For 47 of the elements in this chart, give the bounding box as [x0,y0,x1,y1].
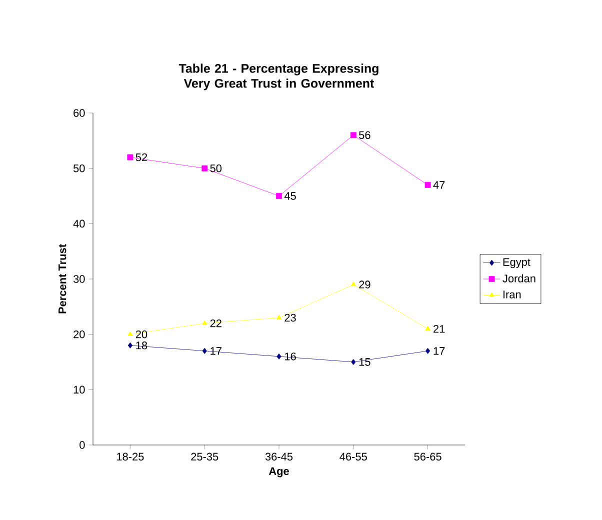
x-tick-label: 25-35 [191,452,218,461]
point [202,165,208,172]
x-tick-label: 18-25 [117,452,144,461]
point [202,320,208,325]
chart-title: Table 21 - Percentage Expressing Very Great Trust in Government [178,64,378,90]
y-tick-label: 0 [80,441,85,449]
y-tick-label: 30 [73,275,85,283]
point [350,132,356,138]
point [276,353,282,360]
y-tick-label: 10 [74,386,85,394]
x-axis-title: Age [268,467,289,478]
data-label: 18 [136,342,148,350]
y-tick-label: 20 [74,330,85,338]
point [276,314,282,320]
y-tick-label: 40 [73,220,85,228]
point [425,326,430,330]
data-label: 21 [434,324,445,333]
point [128,331,133,336]
data-label: 29 [359,280,370,288]
data-label: 47 [433,181,445,189]
point [202,348,207,354]
data-label: 45 [284,192,296,200]
y-axis-title: Percent Trust [58,244,66,314]
data-label: 20 [136,330,148,338]
point [127,154,134,160]
legend-label: Iran [503,290,521,298]
y-tick-label: 50 [73,164,85,172]
point [426,348,430,354]
data-label: 23 [284,314,296,322]
legend-label: Jordan [502,274,536,282]
data-label: 17 [210,347,222,355]
x-tick-label: 46-55 [340,452,367,461]
point [276,193,282,199]
x-tick-label: 56-65 [414,452,442,461]
x-tick-label: 36-45 [265,452,293,461]
data-label: 50 [210,164,222,172]
point [424,182,431,188]
data-label: 56 [359,131,370,140]
y-tick-label: 60 [74,109,85,117]
point [351,359,356,365]
data-label: 52 [136,153,148,162]
legend-label: Egypt [503,258,530,268]
data-label: 16 [285,352,296,360]
point [128,342,132,348]
data-label: 15 [359,358,370,366]
data-label: 17 [434,347,445,355]
point [350,282,356,286]
